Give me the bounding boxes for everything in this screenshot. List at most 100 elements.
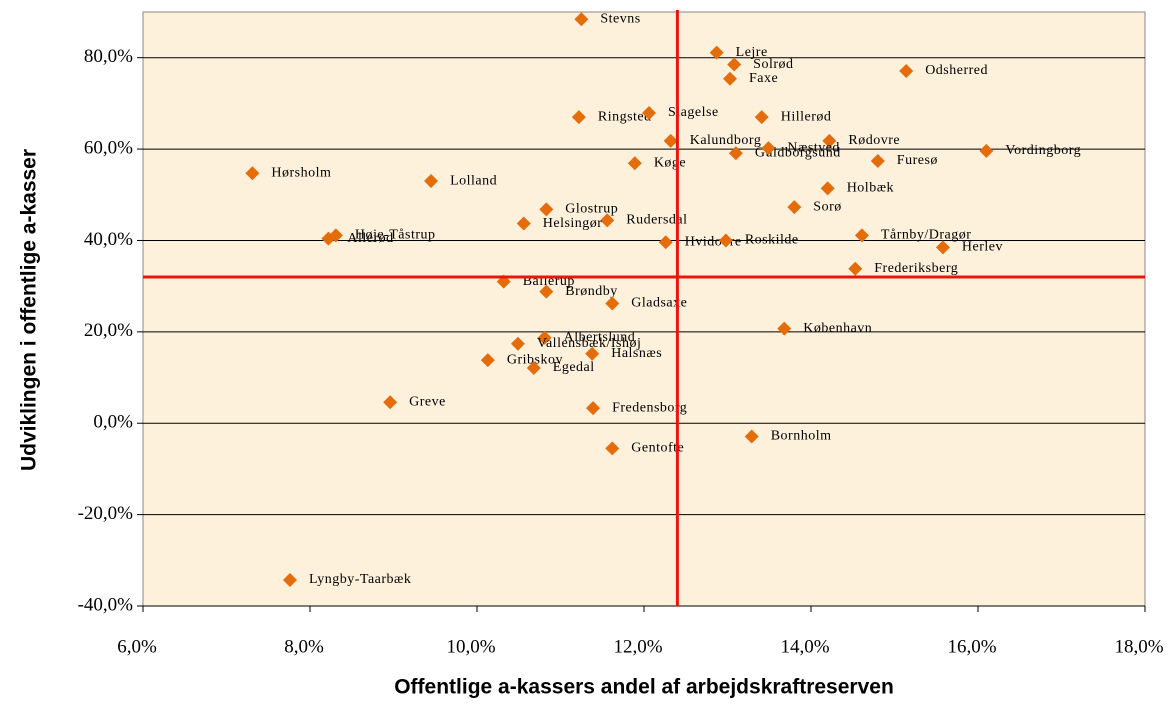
point	[600, 213, 615, 228]
point-label: Odsherred	[925, 63, 988, 78]
point	[480, 353, 495, 368]
point-label: Bornholm	[771, 429, 832, 444]
point	[822, 133, 837, 148]
point	[663, 133, 678, 148]
x-tick-label: 8,0%	[284, 636, 324, 657]
point-label: Roskilde	[745, 233, 799, 248]
point-label: Furesø	[897, 153, 938, 168]
point	[539, 202, 554, 217]
point-label: Gladsaxe	[631, 296, 687, 311]
point	[586, 401, 601, 416]
point	[605, 296, 620, 311]
point-label: Rudersdal	[626, 213, 687, 228]
x-tick-label: 16,0%	[947, 636, 996, 657]
point	[245, 166, 260, 181]
point	[516, 216, 531, 231]
point-label: Køge	[654, 155, 686, 170]
point	[718, 233, 733, 248]
point-label: Ringsted	[598, 109, 652, 124]
point	[979, 143, 994, 158]
point-label: Lyngby-Taarbæk	[309, 572, 411, 587]
point-label: Hørsholm	[271, 166, 331, 181]
point-label: Faxe	[749, 71, 778, 86]
y-tick-label: 20,0%	[84, 320, 133, 341]
point-label: Vallensbæk/Ishøj	[537, 336, 641, 351]
point	[539, 284, 554, 299]
point	[709, 45, 724, 60]
point	[870, 153, 885, 168]
point-label: Solrød	[753, 57, 793, 72]
point-label: Kalundborg	[690, 133, 762, 148]
point	[571, 110, 586, 125]
point	[848, 261, 863, 276]
point	[658, 235, 673, 250]
x-tick-label: 12,0%	[613, 636, 662, 657]
point-label: Gribskov	[507, 352, 563, 367]
y-tick-label: 80,0%	[84, 46, 133, 67]
point	[744, 429, 759, 444]
point-label: Lolland	[450, 173, 497, 188]
point-label: Fredensborg	[612, 400, 687, 415]
point	[642, 105, 657, 120]
point-label: Albertslund	[564, 330, 636, 345]
point-label: Vordingborg	[1005, 143, 1081, 158]
point-label: Glostrup	[565, 202, 618, 217]
point	[727, 57, 742, 72]
y-tick-label: -20,0%	[78, 503, 134, 524]
point-label: Hillerød	[781, 109, 832, 124]
point	[526, 360, 541, 375]
point	[899, 63, 914, 78]
point	[777, 321, 792, 336]
point-label: Næstved	[787, 140, 840, 155]
point-label: Holbæk	[847, 181, 894, 196]
point	[728, 146, 743, 161]
point-label: Frederiksberg	[874, 261, 958, 276]
y-tick-label: 0,0%	[93, 412, 133, 433]
point	[820, 181, 835, 196]
point	[935, 240, 950, 255]
x-tick-label: 10,0%	[446, 636, 495, 657]
point	[574, 12, 589, 27]
point-label: København	[803, 321, 872, 336]
point	[424, 174, 439, 189]
point	[282, 572, 297, 587]
point	[605, 441, 620, 456]
point-label: Helsingør	[543, 216, 603, 231]
point	[585, 346, 600, 361]
point-label: Høje-Tåstrup	[355, 228, 436, 243]
point-label: Tårnby/Dragør	[881, 228, 971, 243]
x-tick-label: 14,0%	[780, 636, 829, 657]
point-label: Lejre	[736, 45, 768, 60]
point	[627, 156, 642, 171]
point	[321, 231, 336, 246]
point-label: Gentofte	[631, 441, 684, 456]
point	[723, 71, 738, 86]
point-label: Hvidovre	[685, 235, 742, 250]
y-tick-label: 40,0%	[84, 229, 133, 250]
x-tick-label: 6,0%	[117, 636, 157, 657]
point	[854, 228, 869, 243]
point-label: Guldborgsund	[755, 145, 841, 160]
point-label: Halsnæs	[611, 346, 662, 361]
point-label: Sorø	[813, 199, 841, 214]
point-label: Rødovre	[848, 133, 900, 148]
point-label: Greve	[409, 394, 446, 409]
point-label: Stevns	[600, 12, 640, 27]
point-label: Egedal	[553, 360, 595, 375]
point	[537, 330, 552, 345]
y-tick-label: -40,0%	[78, 594, 134, 615]
point-label: Allerød	[347, 231, 393, 246]
point-label: Herlev	[962, 240, 1003, 255]
x-axis-label: Offentlige a-kassers andel af arbejdskra…	[394, 676, 894, 699]
point-label: Brøndby	[565, 284, 618, 299]
point-label: Slagelse	[668, 105, 719, 120]
point	[787, 200, 802, 215]
y-axis-label: Udviklingen i offentlige a-kasser	[18, 149, 41, 471]
point	[383, 395, 398, 410]
point	[761, 141, 776, 156]
point	[754, 110, 769, 125]
y-tick-label: 60,0%	[84, 137, 133, 158]
point	[510, 336, 525, 351]
x-tick-label: 18,0%	[1114, 636, 1163, 657]
